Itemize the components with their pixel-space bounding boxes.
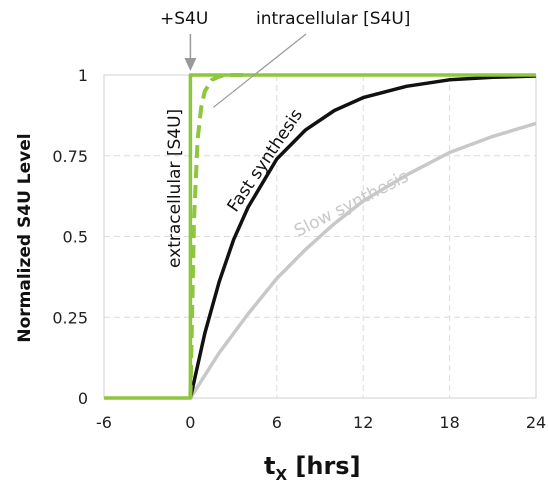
x-axis-label: tX [hrs]: [264, 452, 361, 484]
x-tick-label: 18: [439, 413, 459, 432]
series-slow-synthesis: [188, 121, 537, 399]
y-axis-label: Normalized S4U Level: [15, 133, 35, 342]
series-lines: [104, 73, 537, 400]
intracellular-leader-line: [213, 33, 307, 108]
fast-synthesis-label: Fast synthesis: [224, 105, 308, 215]
x-tick-label: -6: [96, 413, 112, 432]
tick-labels: -6 0 6 12 18 24 0 0.25 0.5 0.75 1: [52, 66, 546, 432]
y-tick-label: 0: [78, 389, 88, 408]
y-tick-label: 0.25: [52, 308, 88, 327]
x-tick-label: 12: [353, 413, 373, 432]
extracellular-label: extracellular [S4U]: [165, 109, 185, 268]
x-axis-label-sub: X: [275, 466, 287, 484]
y-tick-label: 0.75: [52, 147, 88, 166]
y-tick-label: 0.5: [63, 228, 88, 247]
annotations: +S4U intracellular [S4U] extracellular […: [160, 9, 412, 268]
series-fast-synthesis: [188, 74, 537, 399]
intracellular-label: intracellular [S4U]: [256, 9, 410, 29]
series-extracellular-s4u: [104, 73, 536, 400]
pulse-arrow-head: [184, 58, 197, 71]
x-tick-label: 0: [185, 413, 195, 432]
slow-synthesis-label: Slow synthesis: [291, 167, 412, 242]
pulse-label: +S4U: [160, 9, 208, 29]
y-tick-label: 1: [78, 66, 88, 85]
x-tick-label: 24: [526, 413, 546, 432]
x-tick-label: 6: [272, 413, 282, 432]
x-axis-label-main: t: [264, 452, 275, 480]
x-axis-label-unit: [hrs]: [287, 452, 361, 480]
